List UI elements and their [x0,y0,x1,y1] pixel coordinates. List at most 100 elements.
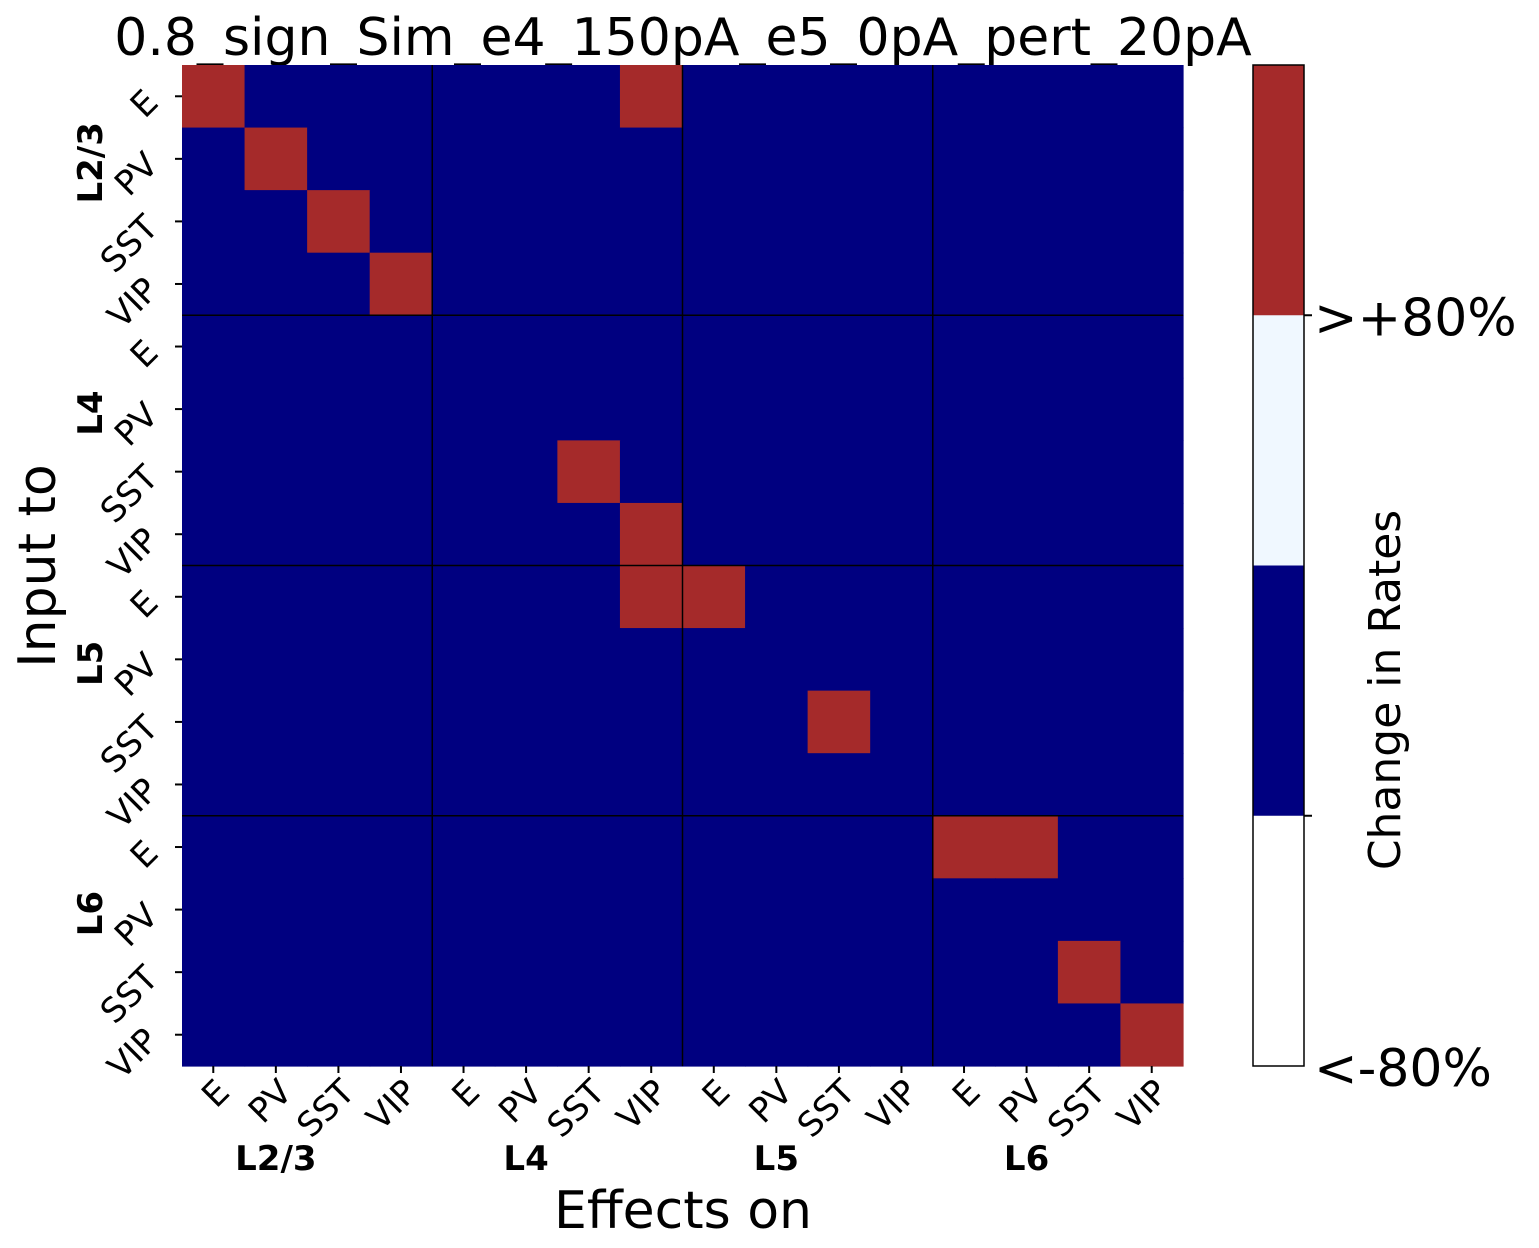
heatmap-cell [182,628,246,692]
heatmap-cell [682,315,746,379]
heatmap-cell [369,377,433,441]
heatmap-cell [307,753,371,817]
heatmap-cell [619,815,684,879]
heatmap-cell [745,315,809,379]
heatmap-cell [307,127,371,191]
heatmap-cell [557,190,621,254]
heatmap-cell [619,252,684,316]
heatmap-cell [995,190,1059,254]
heatmap-cell [807,252,871,316]
heatmap-cell [1120,628,1184,692]
heatmap-cell [1057,377,1122,441]
heatmap-cell [307,878,371,942]
heatmap-cell [682,190,746,254]
heatmap-cell [432,690,496,754]
y-group-label: L5 [71,641,111,686]
heatmap-cell [870,65,934,129]
heatmap-cell [619,315,684,379]
y-tick-label: VIP [100,771,166,837]
heatmap-cell [244,878,308,942]
heatmap-cell [995,440,1059,504]
heatmap-cell [807,65,871,129]
heatmap-cell [619,753,684,817]
y-tick-label: E [123,333,166,376]
heatmap-cell [1120,65,1184,129]
y-tick-label: VIP [100,270,166,336]
heatmap-cell [1057,940,1122,1005]
heatmap-cell [307,1003,371,1067]
colorbar-outline [1252,64,1305,1067]
x-tick-label: SST [1040,1072,1114,1146]
y-axis-label: Input to [8,464,68,667]
heatmap-cell [369,127,433,191]
heatmap-cell [1120,502,1184,567]
heatmap-cell [619,440,684,504]
heatmap-cell [557,690,621,754]
heatmap-cell [870,815,934,879]
y-tick-label: SST [93,458,167,532]
heatmap-cell [682,628,746,692]
heatmap-cell [369,753,433,817]
heatmap-cell [682,502,746,567]
heatmap-cell [244,565,308,629]
x-group-label: L6 [1004,1139,1049,1179]
heatmap-cell [682,690,746,754]
heatmap-cell [995,565,1059,629]
heatmap-cell [932,502,996,567]
heatmap-cell [1057,878,1122,942]
heatmap-cell [932,565,996,629]
heatmap-cell [432,1003,496,1067]
heatmap-cell [557,878,621,942]
heatmap-cell [995,377,1059,441]
heatmap-cell [494,1003,558,1067]
heatmap-cell [557,565,621,629]
heatmap-cell [244,628,308,692]
heatmap-cell [307,440,371,504]
heatmap-cell [244,377,308,441]
x-tick-label: E [444,1072,487,1115]
heatmap-cell [745,753,809,817]
heatmap-cell [432,190,496,254]
heatmap-cell [557,377,621,441]
heatmap-cell [745,252,809,316]
heatmap-cell [682,878,746,942]
heatmap-cell [807,690,871,754]
heatmap-cell [682,65,746,129]
heatmap-cell [557,753,621,817]
heatmap-cell [870,940,934,1005]
heatmap-cell [932,628,996,692]
x-tick-label: SST [540,1072,614,1146]
heatmap-cell [182,878,246,942]
heatmap-cell [870,878,934,942]
heatmap-cell [995,753,1059,817]
heatmap-cell [870,753,934,817]
heatmap-cell [244,65,308,129]
y-tick-label: PV [107,896,166,955]
heatmap-cell [1120,315,1184,379]
heatmap-cell [182,252,246,316]
heatmap-cell [619,377,684,441]
heatmap-cell [807,628,871,692]
heatmap-cell [369,628,433,692]
heatmap-cell [432,502,496,567]
heatmap-cell [432,127,496,191]
heatmap-cell [807,502,871,567]
heatmap-cell [494,315,558,379]
y-tick-label: PV [107,395,166,454]
heatmap-cell [619,190,684,254]
heatmap-cell [807,377,871,441]
heatmap-cell [307,690,371,754]
heatmap-cell [307,315,371,379]
heatmap-cell [932,878,996,942]
heatmap-cell [369,65,433,129]
heatmap-cell [1057,65,1122,129]
heatmap-cell [432,815,496,879]
heatmap-cell [307,377,371,441]
y-tick-label: E [123,583,166,626]
heatmap-cell [619,690,684,754]
heatmap-cell [995,502,1059,567]
y-group-label: L4 [71,390,111,435]
x-tick-label: E [945,1072,988,1115]
heatmap-cell [932,190,996,254]
heatmap-cell [307,940,371,1005]
